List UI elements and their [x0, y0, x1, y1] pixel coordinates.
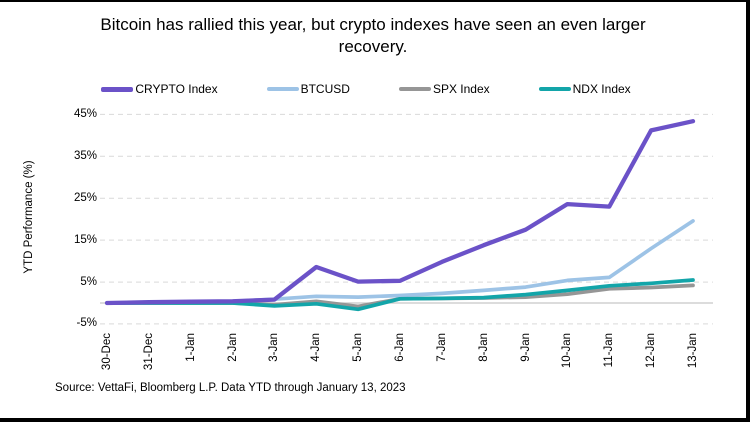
series-line-crypto-index [104, 119, 696, 306]
x-tick-label: 12-Jan [645, 333, 657, 369]
legend-item-spx-index: SPX Index [398, 82, 490, 96]
legend-item-crypto-index: CRYPTO Index [101, 82, 218, 96]
legend-swatch-crypto-index [101, 86, 134, 92]
legend-swatch-ndx-index [538, 87, 571, 91]
source-note: Source: VettaFi, Bloomberg L.P. Data YTD… [55, 382, 406, 394]
legend-label: CRYPTO Index [135, 82, 218, 96]
legend: CRYPTO Index BTCUSD SPX Index NDX Index [0, 80, 732, 98]
x-tick-label: 8-Jan [478, 333, 490, 362]
x-tick-label: 4-Jan [310, 333, 322, 362]
x-tick-label: 2-Jan [227, 333, 239, 362]
x-tick-label: 13-Jan [687, 333, 699, 369]
legend-label: SPX Index [432, 82, 490, 96]
y-tick-label: 15% [73, 234, 97, 246]
legend-label: NDX Index [572, 82, 631, 96]
legend-item-btcusd: BTCUSD [266, 82, 350, 96]
x-tick-label: 9-Jan [520, 333, 532, 362]
legend-swatch-btcusd [266, 87, 299, 91]
y-tick-label: 5% [80, 276, 97, 288]
y-tick-label: 45% [73, 108, 97, 120]
x-tick-label: 10-Jan [561, 333, 573, 369]
legend-label: BTCUSD [300, 82, 350, 96]
x-tick-label: 6-Jan [394, 333, 406, 362]
y-tick-label: -5% [76, 317, 97, 329]
x-tick-label: 1-Jan [185, 333, 197, 362]
x-tick-label: 31-Dec [143, 333, 155, 371]
chart-title: Bitcoin has rallied this year, but crypt… [100, 15, 646, 57]
x-tick-label: 30-Dec [101, 333, 113, 371]
y-tick-label: 35% [73, 150, 97, 162]
y-tick-label: 25% [73, 192, 97, 204]
x-tick-label: 5-Jan [352, 333, 364, 362]
legend-item-ndx-index: NDX Index [538, 82, 631, 96]
x-tick-label: 11-Jan [603, 333, 615, 368]
x-tick-label: 3-Jan [268, 333, 280, 362]
x-tick-label: 7-Jan [436, 333, 448, 362]
y-axis-title: YTD Performance (%) [23, 160, 35, 274]
legend-swatch-spx-index [398, 87, 431, 91]
